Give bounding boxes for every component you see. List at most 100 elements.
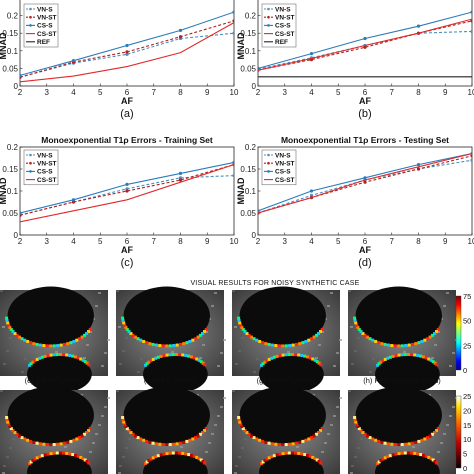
data-point-cs-s (309, 52, 314, 56)
data-point-vn-s (125, 187, 129, 191)
panel-label-c: (c) (121, 257, 134, 269)
legend-label: VN-S (37, 152, 53, 159)
image-caption: (e) CS-ST (AF=6) (25, 376, 84, 385)
legend-label: CS-S (37, 23, 53, 30)
series-line-cs-st (258, 153, 472, 214)
data-point-vn-st (178, 178, 183, 182)
data-point-cs-s (178, 171, 183, 175)
legend-label: VN-ST (37, 161, 57, 168)
legend-label: VN-ST (275, 161, 295, 168)
image-caption: (g) VN-ST (AF=6) (257, 376, 316, 385)
series-group-c (20, 160, 234, 223)
colorbar-error: 2520151050Error map (ms) (455, 392, 471, 473)
x-tick-label: 8 (178, 88, 183, 97)
legend-label: CS-S (275, 23, 291, 30)
x-tick-label: 5 (336, 88, 341, 97)
y-tick-label: 0.15 (2, 165, 18, 174)
series-line-vn-st (258, 20, 472, 71)
map-tile-top (0, 286, 110, 394)
x-tick-label: 2 (256, 88, 261, 97)
x-tick-label: 7 (152, 88, 157, 97)
y-tick-label: 0.05 (240, 64, 256, 73)
colorbar-tick: 25 (463, 341, 471, 350)
data-point-cs-s (309, 189, 314, 193)
series-group-a (20, 10, 234, 83)
legend-label: CS-ST (37, 31, 57, 38)
colorbar-tick: 20 (463, 406, 471, 415)
data-point-vn-st (125, 189, 129, 193)
x-axis-label-c: AF (121, 245, 133, 255)
data-point-cs-s (71, 59, 76, 63)
chart-d: Monoexponential T1ρ Errors - Testing Set… (236, 135, 474, 269)
y-axis-label-a: MNAD (0, 32, 8, 59)
x-tick-label: 9 (443, 237, 448, 246)
data-point-vn-s (470, 29, 472, 34)
colorbar-tick: 0 (463, 464, 467, 473)
y-axis-label-d: MNAD (236, 177, 246, 204)
y-tick-label: 0 (252, 231, 257, 240)
x-tick-label: 7 (390, 237, 395, 246)
error-map-tile (348, 386, 458, 474)
image-caption: (h) REF (fully-sampled) (363, 376, 441, 385)
colorbar-tick: 75 (463, 292, 471, 301)
y-tick-label: 0.15 (240, 29, 256, 38)
y-tick-label: 0.1 (245, 187, 257, 196)
data-point-vn-st (363, 45, 367, 49)
x-tick-label: 10 (230, 88, 239, 97)
map-tile-top (116, 286, 226, 394)
data-point-cs-s (363, 36, 367, 41)
data-point-vn-s (232, 31, 234, 35)
chart-c: Monoexponential T1ρ Errors - Training Se… (0, 135, 239, 269)
colorbar-tick: 0 (463, 366, 467, 375)
error-map-tile (232, 386, 342, 474)
x-tick-label: 8 (178, 237, 183, 246)
charts-area: 2 3 4 5 6 7 8 9 1000.050.10.150.2AFMNAD(a)VN-SVN… (0, 0, 474, 269)
x-tick-label: 10 (230, 237, 239, 246)
legend-label: CS-ST (37, 177, 57, 184)
x-tick-label: 3 (45, 88, 50, 97)
colorbar-tick: 5 (463, 450, 467, 459)
data-point-vn-s (232, 174, 234, 178)
y-tick-label: 0.05 (2, 64, 18, 73)
colorbar-tick: 50 (463, 317, 471, 326)
image-caption: (f) VN-S (AF=6) (144, 376, 197, 385)
legend-label: CS-S (37, 169, 53, 176)
x-tick-label: 7 (152, 237, 157, 246)
map-tile-top (348, 286, 458, 394)
y-tick-label: 0.1 (7, 47, 19, 56)
x-tick-label: 6 (363, 88, 368, 97)
x-tick-label: 8 (416, 88, 421, 97)
data-point-cs-s (416, 163, 421, 167)
y-tick-label: 0 (14, 231, 19, 240)
y-tick-label: 0 (252, 82, 257, 91)
data-point-vn-st (178, 35, 183, 39)
x-tick-label: 9 (205, 88, 210, 97)
data-point-vn-s (125, 52, 129, 56)
chart-title-c: Monoexponential T1ρ Errors - Training Se… (41, 135, 213, 145)
chart-a: 2 3 4 5 6 7 8 9 1000.050.10.150.2AFMNAD(a)VN-SVN… (0, 0, 239, 120)
x-tick-label: 4 (309, 237, 314, 246)
series-group-d (258, 152, 472, 215)
y-tick-label: 0.2 (245, 12, 257, 21)
data-point-cs-s (20, 73, 22, 78)
y-axis-label-c: MNAD (0, 177, 8, 204)
legend-label: VN-S (275, 152, 291, 159)
error-map-tile (0, 386, 110, 474)
x-tick-label: 9 (443, 88, 448, 97)
series-line-vn-st (20, 164, 234, 216)
legend-label: CS-S (275, 169, 291, 176)
y-tick-label: 0.1 (7, 187, 19, 196)
y-tick-label: 0.15 (2, 29, 18, 38)
data-point-vn-st (232, 19, 234, 23)
data-point-vn-s (309, 193, 314, 197)
y-tick-label: 0.05 (240, 209, 256, 218)
y-tick-label: 0.2 (7, 143, 19, 152)
colorbar-t1rho: 7550250T1ρ (ms) (455, 292, 471, 375)
x-tick-label: 5 (336, 237, 341, 246)
data-point-cs-s (125, 182, 129, 186)
legend-label: VN-ST (37, 15, 57, 22)
x-tick-label: 6 (125, 88, 130, 97)
x-tick-label: 3 (283, 88, 288, 97)
